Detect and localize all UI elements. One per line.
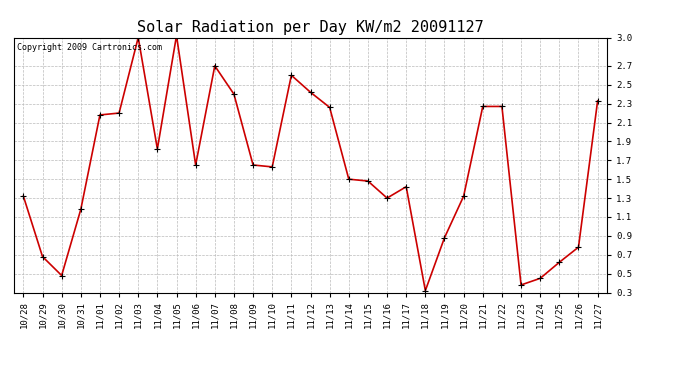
- Text: Copyright 2009 Cartronics.com: Copyright 2009 Cartronics.com: [17, 43, 161, 52]
- Title: Solar Radiation per Day KW/m2 20091127: Solar Radiation per Day KW/m2 20091127: [137, 20, 484, 35]
